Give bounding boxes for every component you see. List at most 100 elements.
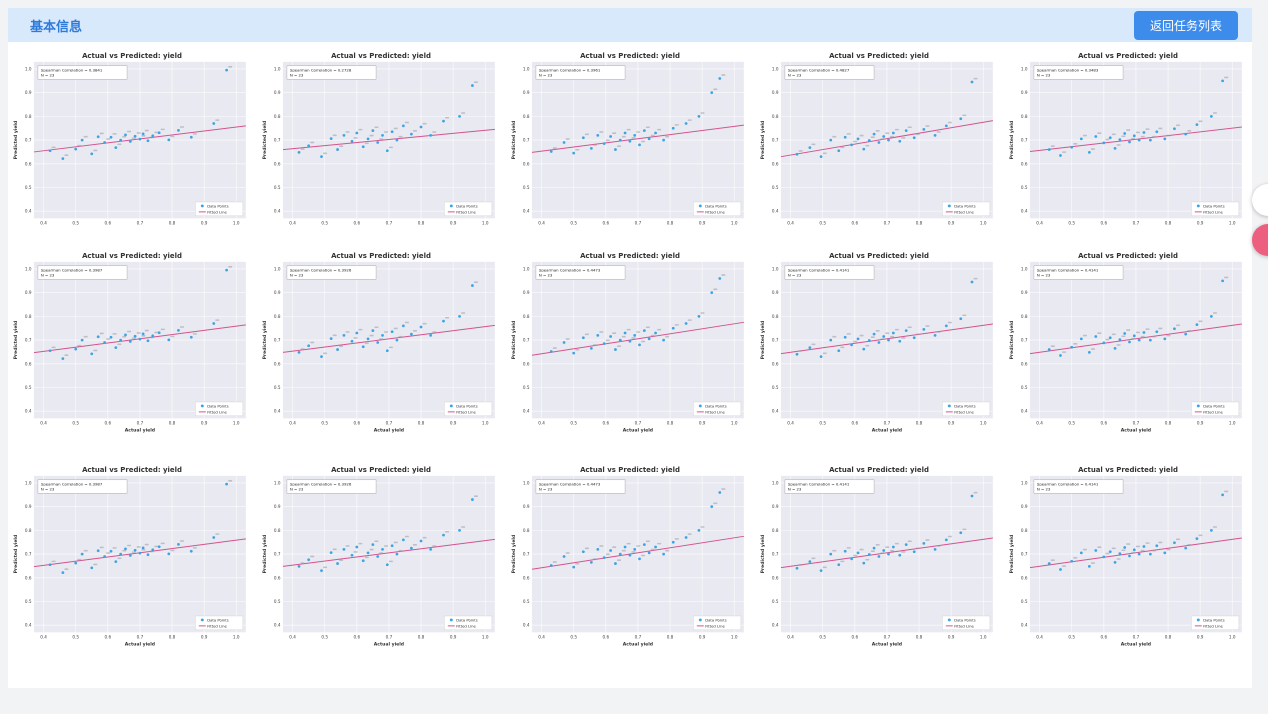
data-point — [1093, 549, 1097, 552]
legend-data-points-label: Data Points — [954, 404, 975, 408]
data-point — [891, 545, 895, 549]
legend-point-marker — [947, 618, 951, 622]
data-point — [808, 146, 812, 150]
y-axis-label: Predicted yield — [14, 535, 20, 574]
y-tick-label: 0.6 — [25, 361, 32, 366]
data-point — [471, 284, 474, 287]
floating-white-circle-button[interactable] — [1252, 184, 1268, 216]
data-point — [647, 137, 651, 141]
data-point — [119, 338, 123, 342]
data-point — [837, 563, 840, 567]
data-point — [158, 331, 161, 335]
floating-pink-circle-button[interactable] — [1252, 224, 1268, 256]
scatter-plot: Actual vs Predicted: yield 0.4 0.4 0.5 0.5 0.… — [262, 252, 496, 434]
plot-title: Actual vs Predicted: yield — [1078, 52, 1178, 60]
data-point — [671, 326, 675, 330]
data-point — [609, 135, 613, 138]
data-point — [376, 555, 380, 558]
y-tick-label: 0.5 — [523, 599, 530, 604]
svg-text:N = 23: N = 23 — [788, 73, 802, 78]
data-point — [837, 349, 840, 353]
data-point — [843, 335, 847, 339]
x-tick-label: 0.8 — [667, 220, 674, 225]
scatter-plot: Actual vs Predicted: yield 0.4 0.4 0.5 0.5 0.… — [14, 52, 247, 225]
legend-data-points-label: Data Points — [705, 204, 726, 208]
content-card: 基本信息 返回任务列表 Actual vs Predicted: yield 0.… — [8, 8, 1252, 688]
x-tick-label: 0.9 — [450, 634, 457, 639]
y-tick-label: 0.5 — [25, 385, 32, 390]
data-point — [190, 135, 194, 139]
y-tick-label: 1.0 — [772, 66, 779, 71]
y-tick-label: 0.9 — [523, 504, 530, 509]
chart-cell: Actual vs Predicted: yield 0.4 0.4 0.5 0.5 0.… — [257, 462, 506, 674]
x-tick-label: 0.6 — [851, 420, 858, 425]
x-tick-label: 0.6 — [851, 634, 858, 639]
x-tick-label: 0.6 — [105, 420, 112, 425]
data-point — [944, 124, 948, 128]
legend: Data Points Fitted Line — [693, 615, 742, 631]
x-tick-label: 0.4 — [1036, 420, 1043, 425]
x-tick-label: 0.6 — [105, 220, 112, 225]
fitted-line — [531, 321, 744, 356]
data-point — [922, 128, 926, 131]
data-point — [1183, 546, 1187, 550]
data-point — [362, 145, 365, 149]
data-point — [61, 357, 65, 360]
data-point — [114, 346, 118, 350]
data-point — [549, 564, 553, 567]
plot-title: Actual vs Predicted: yield — [1078, 466, 1178, 474]
data-point — [819, 355, 823, 359]
fitted-line — [780, 120, 993, 158]
data-point — [419, 125, 423, 129]
y-tick-label: 1.0 — [1020, 266, 1027, 271]
x-tick-label: 1.0 — [233, 220, 240, 225]
data-point — [124, 547, 128, 551]
data-point — [877, 141, 881, 144]
plot-title: Actual vs Predicted: yield — [580, 52, 680, 60]
data-point — [671, 126, 675, 130]
x-tick-label: 0.7 — [137, 220, 144, 225]
data-point — [297, 565, 301, 568]
data-point — [872, 546, 876, 550]
data-point — [167, 338, 171, 342]
data-point — [129, 140, 133, 143]
x-tick-label: 0.9 — [948, 634, 955, 639]
data-point — [395, 552, 399, 556]
data-point — [138, 137, 142, 141]
data-point — [1183, 332, 1187, 336]
data-point — [225, 268, 229, 272]
data-point — [355, 545, 359, 549]
back-to-task-list-button[interactable]: 返回任务列表 — [1133, 10, 1238, 40]
y-axis-label: Predicted yield — [14, 321, 20, 360]
data-point — [710, 291, 714, 295]
data-point — [1118, 138, 1121, 142]
x-tick-label: 0.4 — [787, 420, 794, 425]
data-point — [1087, 565, 1091, 568]
data-point — [362, 559, 365, 563]
svg-text:N = 23: N = 23 — [290, 73, 304, 78]
data-point — [471, 84, 474, 87]
data-point — [1058, 568, 1062, 571]
scatter-plot: Actual vs Predicted: yield 0.4 0.4 0.5 0.5 0.… — [262, 466, 496, 648]
y-tick-label: 0.8 — [1020, 314, 1027, 319]
data-point — [628, 339, 632, 343]
y-tick-label: 0.7 — [274, 552, 281, 557]
data-point — [618, 338, 622, 342]
data-point — [138, 551, 142, 555]
x-tick-label: 0.7 — [1132, 634, 1139, 639]
y-tick-label: 0.9 — [772, 90, 779, 95]
data-point — [1137, 552, 1141, 556]
x-tick-label: 1.0 — [482, 420, 489, 425]
legend-fitted-line-label: Fitted Line — [208, 624, 228, 628]
data-point — [1108, 336, 1112, 340]
x-axis-label: Actual yield — [374, 428, 404, 434]
data-point — [886, 552, 890, 556]
data-point — [829, 338, 832, 342]
x-tick-label: 0.9 — [450, 220, 457, 225]
y-tick-label: 0.4 — [274, 209, 281, 214]
scatter-plot: Actual vs Predicted: yield 0.4 0.4 0.5 0.5 0.… — [14, 252, 247, 434]
x-tick-label: 0.4 — [787, 634, 794, 639]
data-point — [1163, 551, 1166, 555]
data-point — [471, 498, 474, 501]
